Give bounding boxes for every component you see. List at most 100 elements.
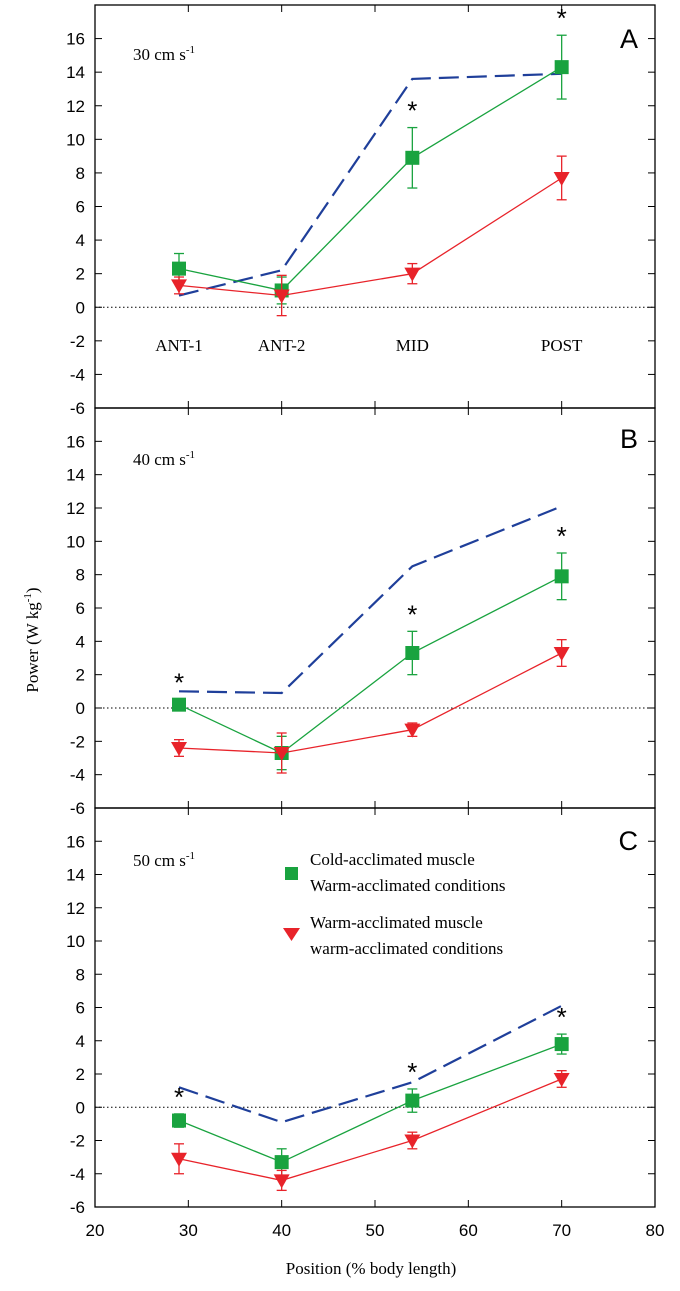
panel-letter: B bbox=[620, 424, 638, 454]
y-tick-label: 4 bbox=[76, 632, 85, 651]
y-tick-label: 2 bbox=[76, 666, 85, 685]
x-axis-label: Position (% body length) bbox=[286, 1259, 456, 1278]
y-axis-label-close: ) bbox=[23, 587, 42, 593]
y-tick-label: 6 bbox=[76, 599, 85, 618]
speed-label: 40 cm s-1 bbox=[133, 449, 195, 469]
point-green-square bbox=[172, 1113, 186, 1128]
point-green-square bbox=[554, 569, 569, 584]
legend-green-square-marker bbox=[285, 867, 298, 880]
significance-asterisk: * bbox=[407, 1057, 417, 1087]
y-axis-label-main: Power (W kg bbox=[23, 602, 42, 693]
legend-green-label-line1: Cold-acclimated muscle bbox=[310, 850, 475, 869]
panel-C: -6 -4 -2 0 2 4 6 8 10 12 14 16 20 30 40 50 60 70 80 C 50 cm … bbox=[66, 807, 665, 1240]
significance-asterisk: * bbox=[557, 3, 567, 33]
series-red-line bbox=[178, 177, 563, 297]
series-green-line bbox=[178, 66, 563, 292]
y-tick-label: 6 bbox=[76, 999, 85, 1018]
position-label: ANT-1 bbox=[155, 336, 203, 355]
legend-red-label-line2: warm-acclimated conditions bbox=[310, 939, 503, 958]
legend-red-label-line1: Warm-acclimated muscle bbox=[310, 913, 483, 932]
y-tick-label: 10 bbox=[66, 130, 85, 149]
x-tick-label: 60 bbox=[459, 1221, 478, 1240]
legend-green-label-line2: Warm-acclimated conditions bbox=[310, 876, 505, 895]
speed-label: 30 cm s-1 bbox=[133, 44, 195, 64]
speed-label-main: 40 cm s bbox=[133, 450, 186, 469]
position-label: ANT-2 bbox=[258, 336, 306, 355]
y-tick-label: 8 bbox=[76, 164, 85, 183]
y-tick-label: 2 bbox=[76, 1065, 85, 1084]
y-tick-label: 16 bbox=[66, 432, 85, 451]
speed-label-sup: -1 bbox=[186, 850, 195, 862]
y-tick-label: 14 bbox=[66, 63, 85, 82]
point-green-square bbox=[172, 261, 186, 276]
panel-letter: C bbox=[619, 826, 639, 856]
y-tick-label: -4 bbox=[70, 766, 85, 785]
y-tick-label: 12 bbox=[66, 899, 85, 918]
point-red-triangle bbox=[553, 1072, 570, 1087]
point-red-triangle bbox=[273, 289, 290, 304]
point-green-square bbox=[554, 1037, 569, 1052]
y-tick-label: 10 bbox=[66, 932, 85, 951]
point-green-square bbox=[405, 150, 420, 165]
y-tick-label: 6 bbox=[76, 198, 85, 217]
y-tick-label: 16 bbox=[66, 30, 85, 49]
point-green-square bbox=[405, 646, 420, 660]
y-tick-label: -6 bbox=[70, 1198, 85, 1217]
y-tick-label: 4 bbox=[76, 231, 85, 250]
y-tick-label: 8 bbox=[76, 965, 85, 984]
position-label: MID bbox=[396, 336, 429, 355]
y-tick-label: -6 bbox=[70, 799, 85, 818]
significance-asterisk: * bbox=[407, 599, 417, 629]
speed-label-sup: -1 bbox=[186, 44, 195, 56]
point-red-triangle bbox=[273, 1174, 290, 1189]
series-blue-line bbox=[178, 505, 563, 695]
y-tick-label: -4 bbox=[70, 1165, 85, 1184]
panel-letter: A bbox=[620, 24, 638, 54]
legend-red-triangle-marker bbox=[283, 928, 300, 941]
y-tick-label: -4 bbox=[70, 365, 85, 384]
y-tick-label: 14 bbox=[66, 866, 85, 885]
panels: -6 -4 -2 0 2 4 6 8 10 12 14 16 A 30 cm s-1 ANT-1 ANT-2 M… bbox=[66, 3, 664, 1240]
y-tick-label: 8 bbox=[76, 566, 85, 585]
y-tick-label: -6 bbox=[70, 399, 85, 418]
y-tick-label: 14 bbox=[66, 466, 85, 485]
y-tick-label: 0 bbox=[76, 699, 85, 718]
y-tick-label: 10 bbox=[66, 532, 85, 551]
speed-label-sup: -1 bbox=[186, 449, 195, 461]
x-tick-label: 80 bbox=[646, 1221, 665, 1240]
x-tick-label: 40 bbox=[272, 1221, 291, 1240]
y-tick-label: -2 bbox=[70, 732, 85, 751]
x-tick-label: 30 bbox=[179, 1221, 198, 1240]
point-red-triangle bbox=[553, 171, 570, 186]
point-red-triangle bbox=[171, 279, 187, 294]
x-tick-label: 70 bbox=[552, 1221, 571, 1240]
significance-asterisk: * bbox=[557, 521, 567, 551]
x-tick-label: 20 bbox=[86, 1221, 105, 1240]
position-label: POST bbox=[541, 336, 583, 355]
legend: Cold-acclimated muscle Warm-acclimated c… bbox=[283, 850, 505, 958]
speed-label: 50 cm s-1 bbox=[133, 850, 195, 870]
point-red-triangle bbox=[404, 267, 421, 282]
y-tick-label: -2 bbox=[70, 332, 85, 351]
series-blue-line bbox=[178, 72, 562, 297]
series-blue-line bbox=[178, 1004, 563, 1124]
point-red-triangle bbox=[171, 742, 187, 756]
y-tick-label: 4 bbox=[76, 1032, 85, 1051]
y-tick-label: 12 bbox=[66, 499, 85, 518]
point-red-triangle bbox=[404, 1134, 421, 1149]
point-red-triangle bbox=[171, 1152, 187, 1167]
significance-asterisk: * bbox=[557, 1002, 567, 1032]
y-tick-label: 12 bbox=[66, 97, 85, 116]
y-tick-label: 0 bbox=[76, 1098, 85, 1117]
y-tick-label: 2 bbox=[76, 265, 85, 284]
y-tick-label: -2 bbox=[70, 1132, 85, 1151]
panel-B: -6 -4 -2 0 2 4 6 8 10 12 14 16 B 40 cm s-1 * * * bbox=[66, 407, 656, 818]
y-axis-label: Power (W kg-1) bbox=[22, 587, 42, 692]
series-red-line bbox=[178, 652, 562, 754]
series-green-line bbox=[178, 1043, 562, 1163]
y-tick-label: 0 bbox=[76, 298, 85, 317]
point-green-square bbox=[172, 697, 186, 712]
series-red-line bbox=[178, 1078, 562, 1182]
y-tick-label: 16 bbox=[66, 832, 85, 851]
